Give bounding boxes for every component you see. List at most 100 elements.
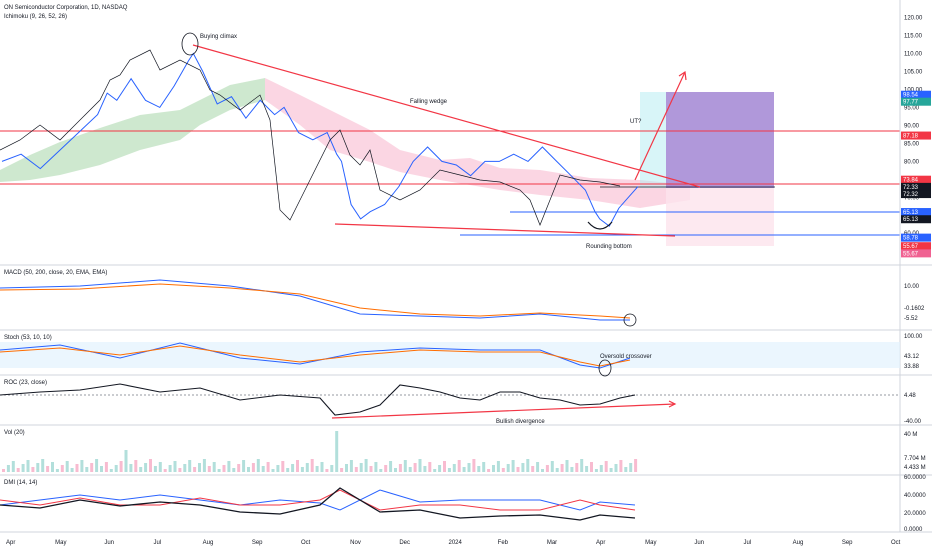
dmi-pane-label: DMI (14, 14) — [4, 480, 37, 486]
volume-bar — [452, 464, 456, 472]
volume-bar — [335, 431, 339, 472]
volume-bar — [447, 468, 451, 472]
vol-value-label: 7.704 M — [904, 456, 926, 462]
volume-bar — [560, 464, 564, 472]
volume-bar — [614, 464, 618, 472]
volume-bar — [330, 465, 334, 472]
wedge-upper-line — [192, 44, 701, 188]
volume-bar — [212, 462, 216, 472]
roc-pane-label: ROC (23, close) — [4, 380, 47, 386]
volume-bar — [256, 459, 260, 472]
volume-bar — [90, 463, 94, 472]
price-badge-label: 58.78 — [903, 236, 919, 242]
volume-bar — [438, 465, 442, 472]
volume-bar — [619, 460, 623, 472]
volume-bar — [340, 468, 344, 472]
volume-bar — [349, 460, 353, 472]
volume-bar — [531, 466, 535, 472]
volume-bar — [124, 450, 128, 472]
volume-bar — [281, 461, 285, 472]
ichimoku-cloud-red — [265, 78, 690, 208]
volume-bar — [536, 462, 540, 472]
volume-bar — [114, 465, 118, 472]
volume-bar — [291, 464, 295, 472]
price-badge — [901, 233, 931, 242]
volume-bar — [345, 464, 348, 472]
time-tick-label: May — [645, 540, 656, 546]
price-tick-label: 110.00 — [904, 52, 923, 58]
volume-bar — [21, 464, 25, 472]
volume-bar — [487, 469, 491, 472]
volume-bar — [129, 464, 133, 472]
volume-bar — [134, 460, 138, 472]
price-badge-label: 97.77 — [903, 100, 919, 106]
volume-bar — [65, 461, 69, 472]
macd-value-label: -5.52 — [904, 316, 918, 322]
volume-bar — [477, 466, 481, 472]
time-tick-label: Oct — [301, 540, 311, 546]
volume-bar — [237, 464, 241, 472]
volume-bar — [550, 461, 554, 472]
time-tick-label: Sep — [252, 540, 263, 546]
volume-bar — [575, 463, 579, 472]
price-badge-label: 55.67 — [903, 251, 919, 257]
volume-bar — [16, 468, 20, 472]
projection-purple-zone — [666, 92, 774, 188]
volume-bar — [472, 459, 476, 472]
volume-bar — [139, 467, 143, 472]
buying-climax-marker — [181, 32, 199, 56]
volume-bar — [374, 462, 378, 472]
price-badge — [901, 242, 931, 251]
macd-tick-label: 10.00 — [904, 284, 920, 290]
time-tick-label: Aug — [203, 540, 214, 546]
roc-divergence-arrowhead — [668, 400, 677, 408]
volume-bar — [276, 465, 280, 472]
time-tick-label: Jun — [104, 540, 114, 546]
stoch-value-label: 43.12 — [904, 354, 920, 360]
volume-bar — [501, 468, 505, 472]
volume-bar — [286, 468, 290, 472]
volume-bar — [384, 465, 388, 472]
volume-bar — [521, 463, 525, 472]
volume-bar — [320, 462, 324, 472]
volume-bar — [109, 469, 113, 472]
volume-bar — [457, 460, 461, 472]
volume-bar — [271, 469, 275, 472]
volume-bar — [153, 466, 157, 472]
volume-bar — [217, 469, 221, 472]
macd-line — [0, 279, 630, 321]
dmi-minus-line — [0, 489, 636, 511]
time-tick-label: Nov — [350, 540, 361, 546]
volume-bar — [599, 465, 603, 472]
volume-bar — [55, 469, 59, 472]
volume-bar — [6, 465, 10, 472]
volume-bar — [207, 466, 211, 472]
price-tick-label: 115.00 — [904, 34, 923, 40]
volume-bar — [394, 468, 397, 472]
volume-bar — [403, 460, 407, 472]
price-badge — [901, 249, 931, 258]
price-badge — [901, 97, 931, 106]
breakout-arrow — [634, 71, 686, 181]
price-badge — [901, 90, 931, 99]
volume-bar — [364, 459, 368, 472]
stoch-tick-label: 100.00 — [904, 334, 923, 340]
volume-bar — [242, 460, 246, 472]
volume-bar — [11, 461, 15, 472]
rounding-bottom-arc — [587, 221, 613, 230]
time-tick-label: Jul — [154, 540, 162, 546]
volume-bar — [119, 461, 123, 472]
time-tick-label: May — [55, 540, 66, 546]
price-badge — [901, 175, 931, 184]
volume-bar — [418, 459, 422, 472]
dmi-tick-label: 20.0000 — [904, 511, 926, 517]
macd-crossover-marker — [623, 313, 637, 327]
volume-bar — [369, 466, 373, 472]
volume-bar — [389, 461, 393, 472]
volume-bar — [149, 459, 152, 472]
volume-bar — [202, 459, 206, 472]
oversold-crossover-label: Oversold crossover — [600, 354, 652, 360]
stoch-d-line — [0, 345, 631, 367]
